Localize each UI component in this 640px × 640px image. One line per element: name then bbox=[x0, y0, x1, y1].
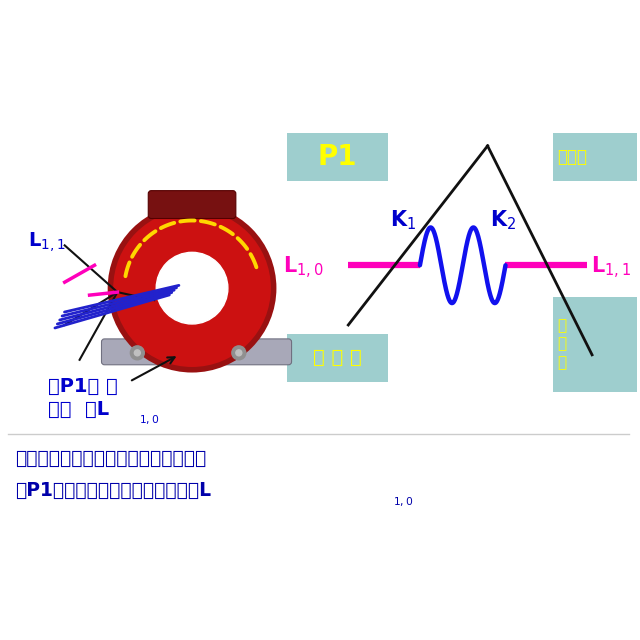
Text: $\mathbf{K}_1$: $\mathbf{K}_1$ bbox=[390, 209, 417, 232]
Circle shape bbox=[111, 207, 274, 370]
Text: 入，  为L: 入， 为L bbox=[48, 399, 109, 419]
Text: 二次测: 二次测 bbox=[557, 148, 588, 166]
FancyBboxPatch shape bbox=[287, 133, 388, 180]
Text: $_{1,0}$: $_{1,0}$ bbox=[393, 493, 413, 508]
Circle shape bbox=[236, 350, 242, 356]
Text: $\mathbf{K}_2$: $\mathbf{K}_2$ bbox=[490, 209, 516, 232]
FancyBboxPatch shape bbox=[148, 191, 236, 218]
Text: $\mathbf{L}_{1,1}$: $\mathbf{L}_{1,1}$ bbox=[591, 255, 631, 282]
Text: P1: P1 bbox=[317, 143, 357, 171]
Text: 二 次 测: 二 次 测 bbox=[313, 348, 362, 367]
FancyBboxPatch shape bbox=[143, 232, 241, 349]
Circle shape bbox=[131, 346, 144, 360]
Text: 二
次
测: 二 次 测 bbox=[557, 318, 566, 370]
Text: 从P1端 穿: 从P1端 穿 bbox=[48, 377, 118, 396]
FancyBboxPatch shape bbox=[553, 133, 637, 180]
Text: 电流互感器的一次测中的头尾端判断：: 电流互感器的一次测中的头尾端判断： bbox=[15, 449, 206, 468]
Circle shape bbox=[134, 350, 140, 356]
Circle shape bbox=[232, 346, 246, 360]
FancyBboxPatch shape bbox=[553, 297, 637, 392]
Text: P₁: P₁ bbox=[180, 274, 195, 287]
FancyBboxPatch shape bbox=[102, 339, 292, 365]
Circle shape bbox=[156, 252, 228, 324]
Text: $\mathbf{L}_{1,1}$: $\mathbf{L}_{1,1}$ bbox=[28, 230, 65, 254]
Text: $_{1,0}$: $_{1,0}$ bbox=[140, 412, 160, 426]
Text: 从P1端穿入的为一次测的头，即为L: 从P1端穿入的为一次测的头，即为L bbox=[15, 481, 211, 500]
FancyBboxPatch shape bbox=[287, 334, 388, 381]
Text: $\mathbf{L}_{1,0}$: $\mathbf{L}_{1,0}$ bbox=[283, 255, 323, 282]
